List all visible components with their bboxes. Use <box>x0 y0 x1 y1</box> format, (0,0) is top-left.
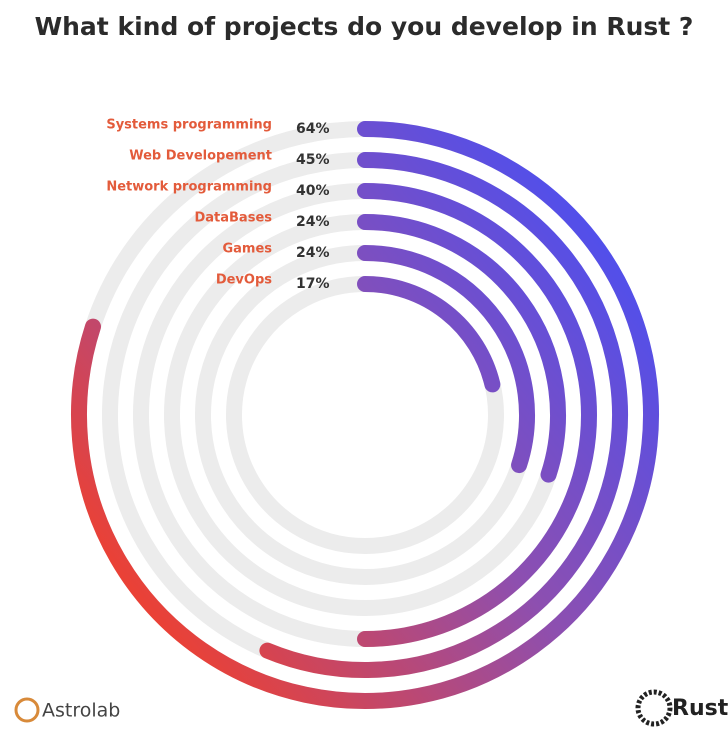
value-label: 17% <box>296 276 330 292</box>
chart-title: What kind of projects do you develop in … <box>35 12 694 41</box>
value-label: 24% <box>296 245 330 261</box>
bar <box>259 152 628 678</box>
logo-icon <box>14 697 40 723</box>
footer-left-logo: Astrolab <box>14 697 120 723</box>
bar <box>357 276 501 393</box>
category-label: Network programming <box>106 180 272 195</box>
category-label: Systems programming <box>106 118 272 133</box>
footer-right: Rust <box>672 696 728 721</box>
value-label: 45% <box>296 152 330 168</box>
category-label: DevOps <box>216 273 272 288</box>
category-label: DataBases <box>194 211 272 226</box>
category-label: Web Developement <box>129 149 272 164</box>
category-label: Games <box>222 242 272 257</box>
bar <box>71 121 659 709</box>
value-label: 24% <box>296 214 330 230</box>
bar <box>357 183 597 647</box>
value-label: 40% <box>296 183 330 199</box>
footer-left: Astrolab <box>42 700 120 722</box>
bar <box>357 245 535 474</box>
footer-right-logo: Rust <box>635 689 728 727</box>
logo-icon <box>635 689 673 727</box>
bar <box>357 214 566 483</box>
value-label: 64% <box>296 121 330 137</box>
